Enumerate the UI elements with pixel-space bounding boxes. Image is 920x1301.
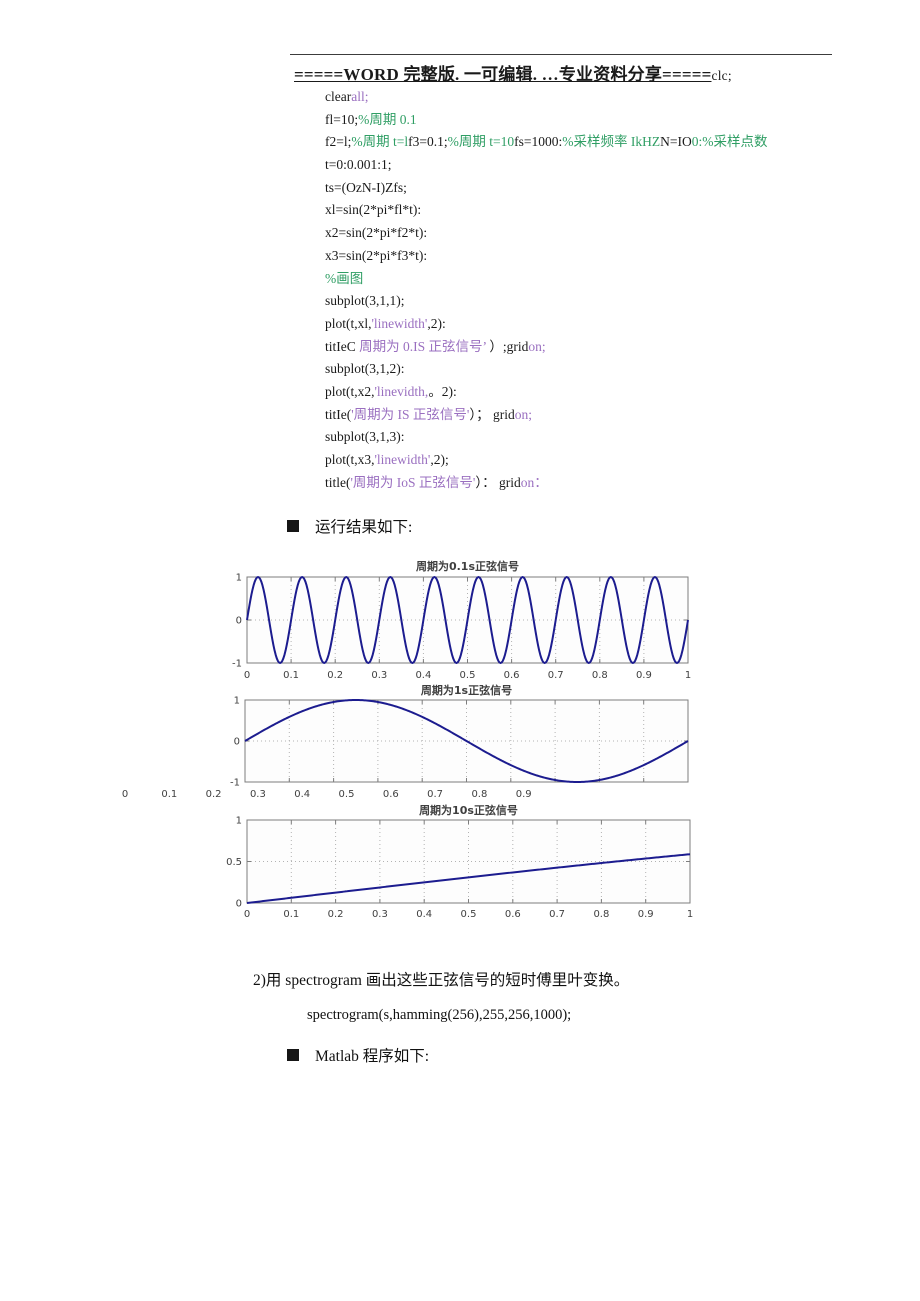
chart-canvas: 周期为10s正弦信号 0 0.1 0.2 0.3 0.4 0.5 0.6 0.7 0.8 0.9 1 1… [226, 803, 693, 920]
x-tick-label: 0.8 [592, 670, 608, 681]
code-line: xl=sin(2*pi*fl*t): [325, 202, 422, 218]
x-tick-label: 1 [687, 909, 693, 920]
section2-heading: 2)用 spectrogram 画出这些正弦信号的短时傅里叶变换。 [253, 972, 630, 989]
x-tick-label: 0.3 [250, 789, 266, 800]
code-line: ts=(OzN-I)Zfs; [325, 179, 407, 195]
chart-canvas: 周期为0.1s正弦信号 0 0.1 0.2 0.3 0.4 0.5 0.6 0.7 0.8 0.9 1… [232, 559, 691, 681]
chart-canvas: 周期为1s正弦信号 0 0.1 0.2 0.3 0.4 0.5 0.6 0.7 0.8 0.9 1 0 -… [122, 683, 689, 800]
chart-title: 周期为1s正弦信号 [421, 683, 512, 697]
sine-plot-period-0-1s: 周期为0.1s正弦信号 0 0.1 0.2 0.3 0.4 0.5 0.6 0.7 0.8 0.9 1… [100, 552, 720, 691]
sine-plot-period-1s: 周期为1s正弦信号 0 0.1 0.2 0.3 0.4 0.5 0.6 0.7 0.8 0.9 1 0 -… [100, 676, 720, 807]
code-line: t=0:0.001:1; [325, 157, 392, 173]
x-tick-label: 0.4 [416, 909, 432, 920]
x-tick-label: 0.2 [328, 909, 344, 920]
spectrogram-code-line: spectrogram(s,hamming(256),255,256,1000)… [307, 1007, 572, 1023]
header-rule [290, 54, 832, 55]
matlab-code-block: clearall; fl=10;%周期 0.1 f2=l;%周期 t=lf3=0.1… [325, 86, 767, 494]
x-tick-label: 0.2 [206, 789, 222, 800]
y-tick-label: 1 [236, 816, 242, 827]
chart-title: 周期为0.1s正弦信号 [416, 559, 519, 573]
code-line: subplot(3,1,2): [325, 361, 405, 377]
matlab-program-bullet-row: Matlab 程序如下: [287, 1044, 429, 1066]
x-tick-label: 0.7 [548, 670, 564, 681]
code-line: subplot(3,1,1); [325, 293, 405, 309]
x-tick-label: 0.4 [294, 789, 310, 800]
code-line: titIeC 周期为 0.IS 正弦信号’ ）;gridon; [325, 338, 546, 354]
x-tick-label: 0 [244, 670, 250, 681]
x-tick-label: 0.5 [461, 909, 477, 920]
code-line: clearall; [325, 89, 369, 104]
y-tick-label: -1 [232, 659, 242, 670]
chart-title: 周期为10s正弦信号 [419, 803, 518, 817]
x-tick-label: 1 [685, 670, 691, 681]
x-tick-label: 0.1 [283, 909, 299, 920]
y-tick-label: 1 [234, 696, 240, 707]
code-line: plot(t,xl,'linewidth',2): [325, 315, 446, 331]
document-header: =====WORD 完整版. 一可编辑. …专业资料分享=====clc; [294, 60, 732, 85]
results-bullet-row: 运行结果如下: [287, 515, 412, 537]
x-tick-label: 0.1 [161, 789, 177, 800]
x-tick-label: 0 [244, 909, 250, 920]
x-tick-label: 0.1 [283, 670, 299, 681]
y-tick-label: 0 [234, 737, 240, 748]
matlab-program-bullet-label: Matlab 程序如下: [315, 1048, 430, 1065]
x-tick-label: 0.5 [339, 789, 355, 800]
bullet-square-icon [287, 1049, 299, 1061]
x-tick-label: 0.2 [327, 670, 343, 681]
x-tick-label: 0.6 [383, 789, 399, 800]
x-tick-label: 0.7 [427, 789, 443, 800]
code-line: plot(t,x2,'linevidth,。2): [325, 383, 457, 399]
x-tick-label: 0.6 [504, 670, 520, 681]
y-tick-label: -1 [230, 778, 240, 789]
code-line: title('周期为 IoS 正弦信号'）： gridon： [325, 474, 548, 490]
bullet-square-icon [287, 520, 299, 532]
y-tick-label: 0 [236, 899, 242, 910]
sine-plot-period-10s: 周期为10s正弦信号 0 0.1 0.2 0.3 0.4 0.5 0.6 0.7 0.8 0.9 1 1… [100, 796, 720, 929]
results-bullet-label: 运行结果如下: [315, 519, 413, 536]
x-tick-label: 0.3 [371, 670, 387, 681]
y-tick-label: 1 [236, 573, 242, 584]
x-tick-label: 0.4 [415, 670, 431, 681]
code-line: titIe('周期为 IS 正弦信号'）； gridon; [325, 406, 533, 422]
header-code-fragment: clc; [711, 68, 732, 83]
code-line: x3=sin(2*pi*f3*t): [325, 247, 428, 263]
x-tick-label: 0.3 [372, 909, 388, 920]
x-tick-label: 0.9 [516, 789, 532, 800]
y-tick-label: 0.5 [226, 857, 242, 868]
x-tick-label: 0.9 [636, 670, 652, 681]
header-watermark-text: =====WORD 完整版. 一可编辑. …专业资料分享===== [294, 65, 712, 84]
x-tick-label: 0.5 [460, 670, 476, 681]
x-tick-label: 0.8 [593, 909, 609, 920]
x-tick-label: 0.6 [505, 909, 521, 920]
x-tick-label: 0 [122, 789, 128, 800]
x-tick-label: 0.9 [638, 909, 654, 920]
code-line: f2=l;%周期 t=lf3=0.1;%周期 t=10fs=1000:%采样频率… [325, 134, 768, 150]
y-tick-label: 0 [236, 616, 242, 627]
code-line: subplot(3,1,3): [325, 429, 405, 445]
x-tick-label: 0.7 [549, 909, 565, 920]
code-line: plot(t,x3,'linewidth',2); [325, 452, 449, 467]
code-line: fl=10;%周期 0.1 [325, 111, 417, 127]
code-line: %画图 [325, 270, 364, 286]
x-tick-label: 0.8 [471, 789, 487, 800]
code-line: x2=sin(2*pi*f2*t): [325, 225, 428, 241]
